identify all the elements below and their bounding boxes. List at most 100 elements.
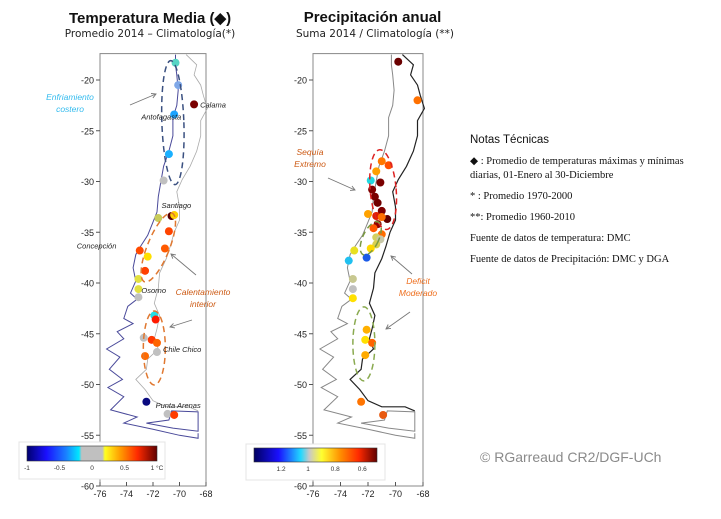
precipitation-station-marker (413, 96, 422, 105)
moderate-deficit-label-line: Moderado (399, 288, 438, 298)
precipitation-station-marker (362, 325, 371, 334)
precipitation-station-marker (348, 285, 357, 294)
temperature-station-marker (134, 285, 143, 294)
note-line: * : Promedio 1970-2000 (470, 191, 573, 202)
temperature-y-tick-label: -20 (81, 76, 94, 86)
temperature-colorbar-bar (26, 445, 158, 462)
credit: © RGarreaud CR2/DGF-UCh (480, 449, 662, 465)
precipitation-border-line (349, 54, 426, 412)
temperature-y-tick-label: -40 (81, 279, 94, 289)
coastal-cooling-label: Enfriamiento costero (46, 92, 94, 114)
coastal-cooling-arrow (129, 93, 157, 106)
precipitation-tierra-del-fuego (361, 410, 416, 432)
temperature-x-tick-label: -76 (93, 489, 106, 499)
moderate-deficit-ellipse-north (359, 220, 383, 256)
temperature-y-tick-label: -50 (81, 380, 94, 390)
temperature-station-marker (154, 214, 163, 223)
temperature-station-marker (142, 397, 151, 406)
precipitation-station-marker (350, 246, 359, 255)
temperature-colorbar-tick-label: 1 °C (151, 464, 164, 472)
precipitation-station-marker (373, 198, 382, 207)
precipitation-station-marker (372, 167, 381, 176)
precipitation-map-title: Precipitación anual (303, 9, 442, 26)
coastal-cooling-ellipse (160, 59, 185, 186)
precipitation-x-tick-label: -76 (306, 489, 319, 499)
temperature-y-tick-label: -30 (81, 177, 94, 187)
city-label: Concepción (77, 242, 117, 251)
temperature-map-subtitle: Promedio 2014 – Climatología(*) (64, 28, 236, 40)
note-line: Fuente de datos de temperatura: DMC (470, 233, 631, 244)
precipitation-y-tick-label: -35 (294, 228, 307, 238)
note-line: ◆ : Promedio de temperaturas máximas y m… (470, 156, 684, 181)
temperature-x-tick-label: -70 (173, 489, 186, 499)
temperature-colorbar-tick-label: 0.5 (120, 465, 129, 472)
precipitation-station-marker (361, 351, 370, 360)
temperature-station-marker (190, 100, 199, 109)
temperature-station-marker (134, 274, 143, 283)
precipitation-y-tick-label: -40 (294, 279, 307, 289)
precipitation-x-tick-label: -72 (361, 489, 374, 499)
precipitation-y-tick-label: -30 (294, 177, 307, 187)
temperature-map-panel: -20 -25 -30 -35 -40 -45 -50 -55 -60-76 -74 -72 -70 -… (46, 53, 231, 499)
interior-warming-arrow-south (169, 319, 193, 328)
precipitation-station-marker (376, 178, 385, 187)
coastal-cooling-label-line: costero (56, 104, 84, 114)
coastal-cooling-arrow-head (150, 93, 157, 99)
precipitation-station-marker (377, 206, 386, 215)
precipitation-station-marker (379, 410, 388, 419)
moderate-deficit-arrow-south (385, 311, 411, 330)
temperature-y-tick-label: -25 (81, 126, 94, 136)
temperature-colorbar-tick-label: -1 (24, 465, 30, 472)
note-line: **: Promedio 1960-2010 (470, 212, 575, 223)
temperature-colorbar-tick-label: -0.5 (54, 465, 66, 472)
precipitation-x-tick-label: -68 (416, 489, 429, 499)
precipitation-y-tick-label: -20 (294, 76, 307, 86)
precipitation-coastline (318, 54, 416, 439)
moderate-deficit-ellipse-south (352, 306, 376, 382)
temperature-y-tick-label: -55 (81, 431, 94, 441)
temperature-y-tick-label: -60 (81, 482, 94, 492)
extreme-drought-ellipse (368, 149, 398, 231)
precipitation-station-marker (344, 256, 353, 265)
precipitation-station-marker (366, 176, 375, 185)
precipitation-y-tick-label: -45 (294, 329, 307, 339)
precipitation-station-marker (348, 274, 357, 283)
temperature-station-marker (160, 244, 169, 253)
city-label: Calama (200, 100, 226, 109)
notes-heading: Notas Técnicas (470, 134, 550, 146)
interior-warming-label-line: interior (190, 299, 217, 309)
temperature-x-tick-label: -74 (120, 489, 133, 499)
moderate-deficit-arrow-south-head (385, 324, 392, 330)
temperature-station-marker (135, 246, 144, 255)
temperature-station-marker (141, 266, 150, 275)
temperature-station-marker (159, 176, 168, 185)
temperature-station-marker (141, 352, 150, 361)
precipitation-station-marker (377, 157, 386, 166)
temperature-station-marker (134, 293, 143, 302)
coastal-cooling-label-line: Enfriamiento (46, 92, 94, 102)
temperature-x-tick-label: -68 (199, 489, 212, 499)
moderate-deficit-arrow-north-head (390, 255, 396, 261)
city-label: Santiago (162, 201, 192, 210)
precipitation-colorbar-tick-label: 1.2 (277, 466, 286, 473)
extreme-drought-arrow (327, 177, 356, 191)
technical-notes: Notas Técnicas ◆ : Promedio de temperatu… (470, 134, 710, 274)
temperature-station-marker (170, 410, 179, 419)
temperature-station-marker (164, 227, 173, 236)
temperature-station-marker (163, 409, 172, 418)
extreme-drought-label: Sequía Extremo (294, 147, 326, 169)
temperature-station-marker (152, 348, 161, 357)
precipitation-station-marker (361, 335, 370, 344)
city-label: Chile Chico (163, 345, 201, 354)
moderate-deficit-arrow-north (390, 255, 413, 275)
temperature-station-marker (151, 315, 160, 324)
extreme-drought-arrow-head (349, 185, 356, 191)
precipitation-x-tick-label: -74 (334, 489, 347, 499)
temperature-x-tick-label: -72 (146, 489, 159, 499)
precipitation-map-subtitle: Suma 2014 / Climatología (**) (295, 28, 454, 40)
precipitation-y-tick-label: -25 (294, 126, 307, 136)
temperature-station-marker (170, 110, 179, 119)
temperature-station-marker (143, 252, 152, 261)
precipitation-station-marker (394, 57, 403, 66)
